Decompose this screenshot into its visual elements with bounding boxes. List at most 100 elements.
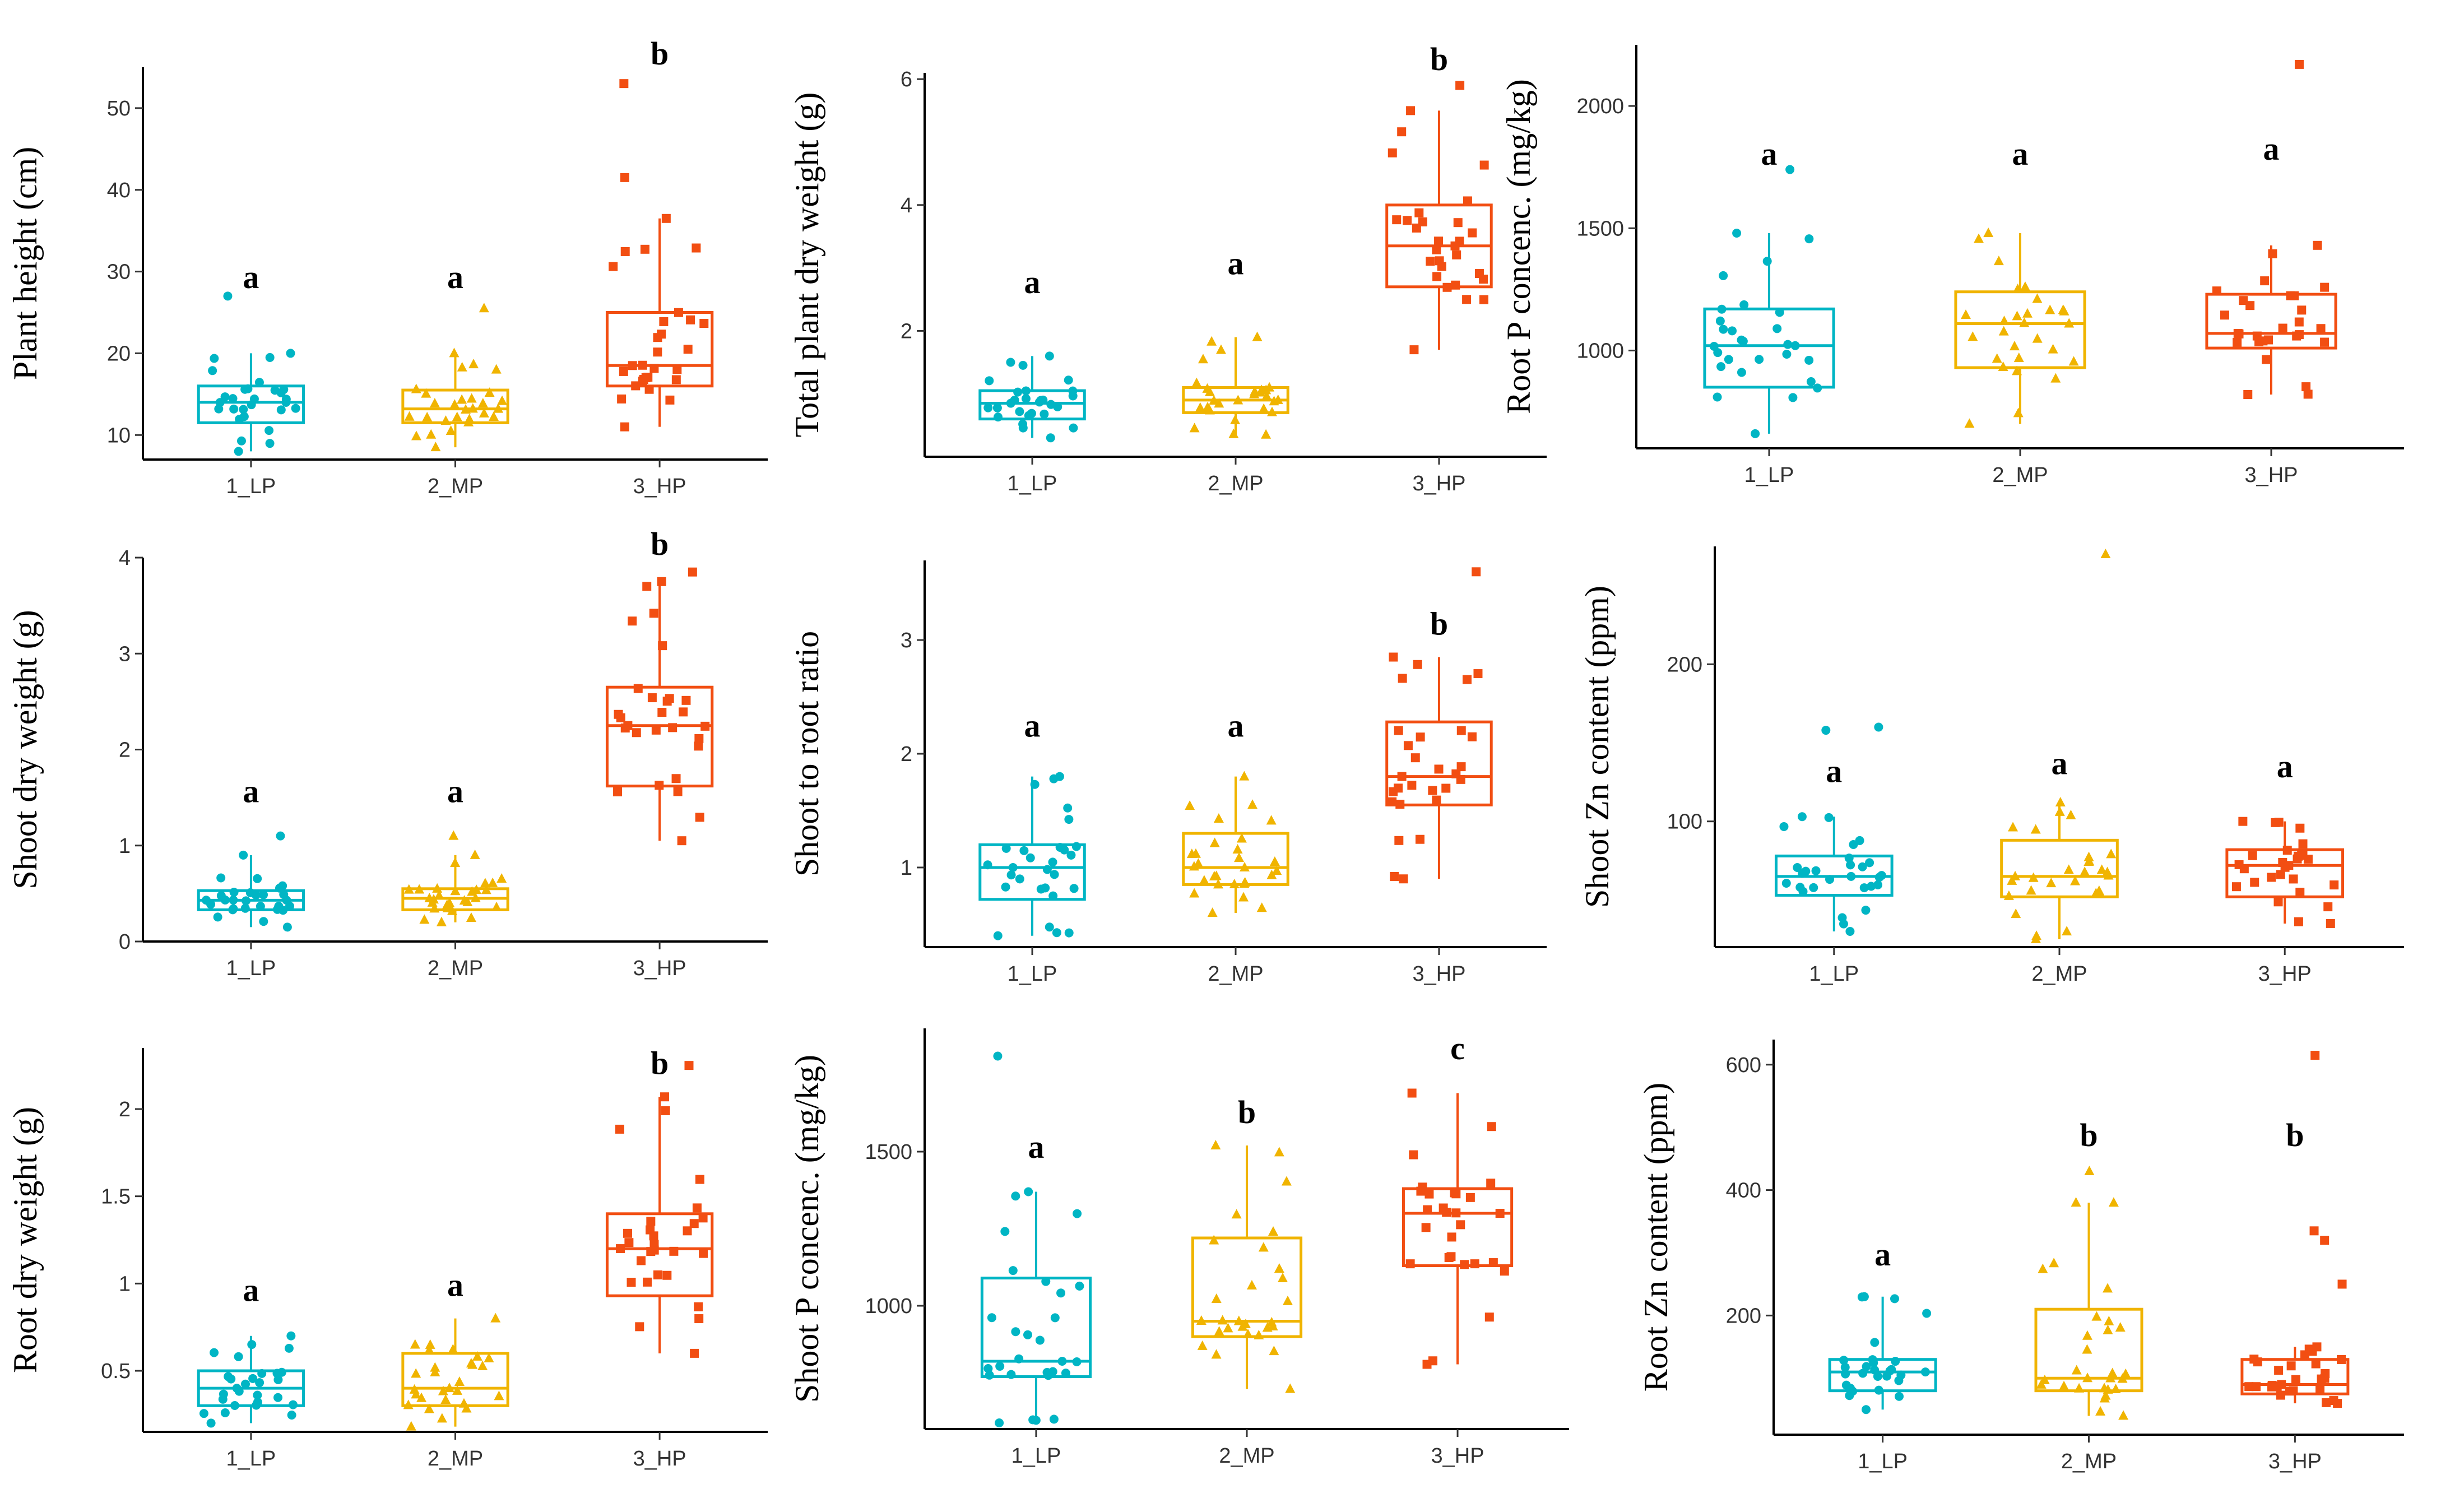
data-point [251, 891, 261, 900]
data-point [288, 1400, 298, 1409]
data-point [1456, 726, 1466, 735]
data-point [692, 1203, 702, 1213]
data-point [624, 1238, 634, 1247]
data-point [491, 364, 502, 374]
data-point [1974, 233, 1984, 243]
data-point [1392, 215, 1402, 225]
data-point [450, 885, 461, 896]
data-point [1021, 386, 1031, 396]
data-point [643, 1277, 652, 1287]
data-point [2013, 407, 2024, 418]
data-point [1042, 865, 1052, 874]
data-point [2091, 1311, 2102, 1321]
data-point [1228, 428, 1239, 438]
data-point [1409, 345, 1419, 355]
data-point [1240, 876, 1250, 887]
data-point [681, 695, 691, 705]
data-point [1064, 928, 1074, 938]
data-point [699, 1249, 708, 1258]
data-point [1397, 772, 1407, 781]
significance-letter: a [2012, 136, 2029, 172]
data-point [635, 1322, 644, 1332]
data-point [2233, 337, 2242, 347]
data-point [661, 1106, 670, 1115]
data-point [615, 1124, 624, 1134]
data-point [490, 1313, 501, 1323]
y-tick-label: 2 [901, 319, 912, 343]
data-point [257, 1369, 267, 1378]
data-point [2295, 823, 2305, 833]
data-point [265, 426, 274, 435]
data-point [1394, 726, 1403, 735]
data-point [1406, 106, 1416, 115]
data-point [2254, 337, 2264, 346]
data-point [416, 1392, 427, 1402]
data-point [1920, 1367, 1930, 1377]
significance-letter: a [1024, 264, 1041, 300]
data-point [2297, 851, 2307, 860]
data-point [633, 684, 643, 693]
data-point [2309, 1226, 2319, 1236]
x-tick-label: 1_LP [1008, 472, 1057, 495]
data-point [1999, 316, 2010, 326]
data-point [286, 349, 295, 358]
data-point [1862, 1362, 1871, 1371]
data-point [1762, 257, 1772, 266]
data-point [1407, 1088, 1417, 1098]
data-point [674, 308, 683, 317]
data-point [2049, 1258, 2059, 1268]
data-point [1486, 1179, 1496, 1188]
significance-letter: a [1874, 1236, 1891, 1273]
data-point [1890, 1294, 1899, 1304]
data-point [432, 883, 443, 893]
y-axis-title: Root dry weight (g) [7, 1107, 44, 1373]
data-point [220, 895, 230, 905]
significance-letter: a [1024, 708, 1041, 744]
data-point [1841, 1369, 1850, 1379]
data-point [1213, 813, 1224, 823]
data-point [281, 395, 291, 404]
data-point [2294, 317, 2304, 327]
data-point [1008, 1266, 1018, 1276]
box-3_HP [605, 311, 714, 388]
data-point [1019, 846, 1029, 855]
data-point [1713, 392, 1722, 402]
data-point [1045, 351, 1054, 361]
data-point [1782, 350, 1792, 359]
chart-panel-3: 1000 1500 2000 Root P concenc. (mg/kg) 1_LP a… [1500, 45, 2404, 487]
data-point [2234, 329, 2244, 338]
data-point [1470, 1259, 1479, 1269]
y-tick-label: 1 [119, 1272, 131, 1296]
data-point [993, 931, 1003, 940]
data-point [1266, 1316, 1277, 1327]
data-point [403, 884, 414, 894]
data-point [1779, 822, 1789, 831]
data-point [1189, 423, 1200, 433]
data-point [409, 1384, 420, 1394]
data-point [692, 243, 701, 253]
data-point [2108, 1197, 2119, 1207]
y-tick-label: 200 [1726, 1304, 1761, 1328]
data-point [2249, 1355, 2259, 1364]
y-tick-label: 1 [901, 856, 912, 880]
y-axis-title: Root P concenc. (mg/kg) [1500, 79, 1537, 414]
data-point [1867, 882, 1876, 891]
data-point [493, 403, 504, 413]
data-point [1804, 355, 1814, 365]
data-point [1751, 429, 1760, 438]
data-point [286, 1331, 296, 1341]
data-point [2071, 1196, 2081, 1207]
data-point [649, 1240, 659, 1249]
data-point [1407, 781, 1417, 790]
data-point [1479, 160, 1489, 170]
data-point [1204, 386, 1215, 396]
data-point [2268, 249, 2277, 258]
data-point [1495, 1209, 1505, 1218]
data-point [223, 291, 233, 301]
data-point [668, 723, 678, 732]
data-point [2084, 1166, 2095, 1175]
data-point [2066, 809, 2076, 819]
data-point [616, 1244, 625, 1254]
data-point [494, 1390, 504, 1400]
data-point [424, 1344, 434, 1355]
